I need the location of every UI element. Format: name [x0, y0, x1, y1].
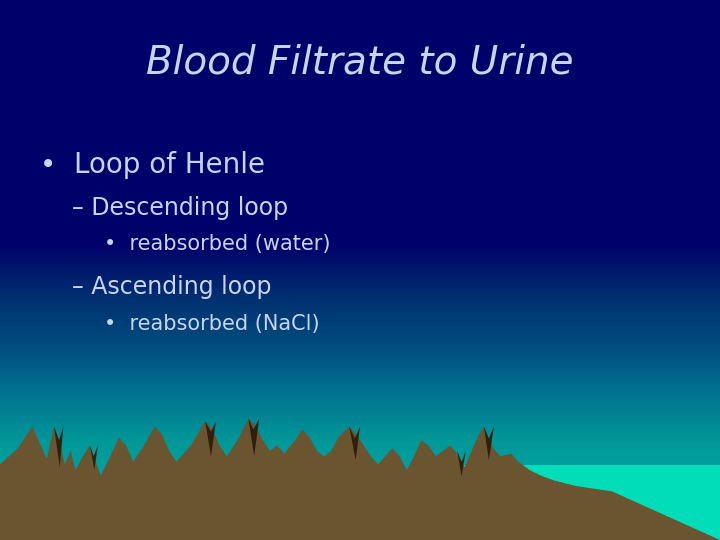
- Polygon shape: [54, 427, 63, 467]
- Text: – Ascending loop: – Ascending loop: [72, 275, 271, 299]
- Polygon shape: [457, 451, 466, 476]
- Polygon shape: [248, 418, 259, 456]
- Text: •  Loop of Henle: • Loop of Henle: [40, 151, 265, 179]
- Polygon shape: [484, 427, 494, 460]
- Polygon shape: [428, 465, 720, 540]
- Text: – Descending loop: – Descending loop: [72, 196, 288, 220]
- Polygon shape: [205, 421, 216, 456]
- Text: Blood Filtrate to Urine: Blood Filtrate to Urine: [146, 43, 574, 81]
- Polygon shape: [0, 418, 720, 540]
- Text: •  reabsorbed (NaCl): • reabsorbed (NaCl): [104, 314, 320, 334]
- Text: •  reabsorbed (water): • reabsorbed (water): [104, 234, 331, 254]
- Polygon shape: [349, 427, 360, 460]
- Polygon shape: [90, 446, 98, 470]
